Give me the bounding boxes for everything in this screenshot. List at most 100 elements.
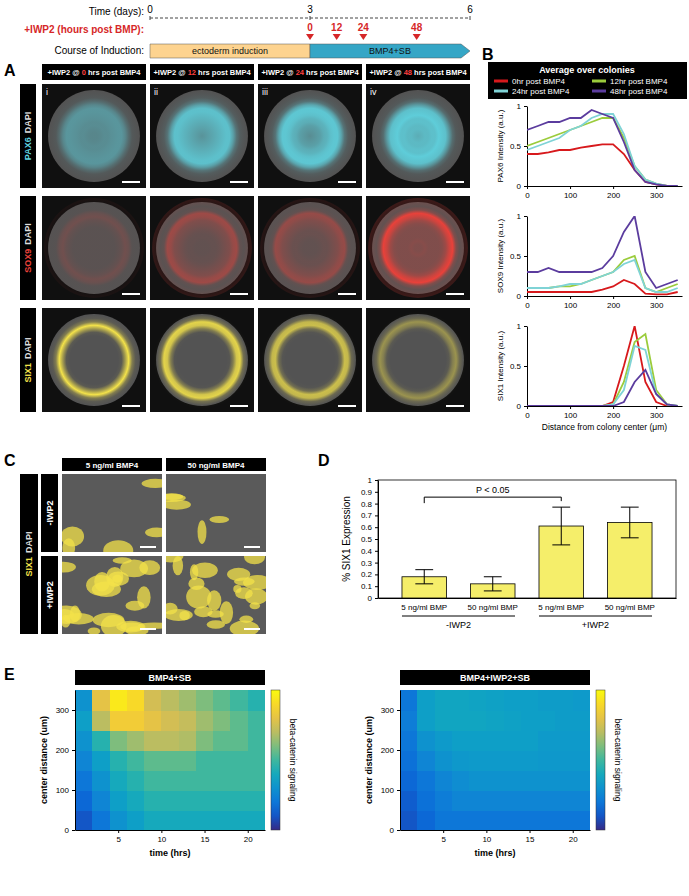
heatmap-cell [435,810,453,830]
y-tick-label: 0.5 [510,362,522,371]
marker-stain [152,198,252,298]
heatmap-cell [127,750,145,771]
y-tick-mark [397,790,400,791]
y-tick: 0.6 [361,523,378,532]
title-bg [75,670,265,685]
heatmap-cell [555,790,573,811]
legend-bg [488,62,687,99]
row-counter: DAPI [24,531,34,553]
legend-swatch [592,90,606,93]
heatmap-cell [417,790,435,811]
annotation: P < 0.05 [476,485,510,495]
heatmap-cell [469,690,487,711]
panel-letter: A [4,62,16,79]
y-axis: 0100200300 [381,691,401,836]
y-tick: 0.8 [361,500,378,509]
heatmap-cell [573,750,590,771]
column-header: +IWP2 @ 48 hrs post BMP4 [369,68,467,77]
micrograph [166,556,266,634]
heatmap-cell [92,810,110,830]
heatmap-cell [144,690,162,711]
significance-bracket [424,497,561,503]
image-numeral: iv [370,87,377,97]
y-axis-line [75,691,76,831]
phase-label: BMP4+SB [369,46,411,56]
legend-swatch [592,80,606,83]
x-tick-mark [443,830,444,833]
row-marker: SIX1 [23,363,33,383]
heatmap-cell [75,750,93,771]
phase-bar [310,44,470,58]
stain-patch [250,602,261,609]
y-tick-mark [72,710,75,711]
series-line [527,144,678,186]
y-tick-mark [397,830,400,831]
heatmap-cell [196,690,214,711]
x-tick-label: 300 [650,191,664,200]
y-tick-label: 200 [56,746,70,755]
y-tick-mark [72,750,75,751]
heatmap-cell [75,690,93,711]
heatmap-cell [75,790,93,811]
y-tick: 0 [368,594,378,603]
scale-bar [338,405,356,407]
y-tick: 100 [381,786,400,795]
heatmap-cell [110,790,128,811]
heatmap-cell [248,770,265,791]
heatmap-cell [521,690,539,711]
row-label: -IWP2 [45,500,55,525]
heatmap-cell [573,710,590,731]
heatmap-cell [248,750,265,771]
x-tick-mark [248,830,249,833]
y-axis-line [527,327,528,407]
heatmap-cell [417,770,435,791]
x-tick-mark [656,296,657,299]
x-tick-label: 15 [526,835,535,844]
y-tick: 300 [381,706,400,715]
column-header-bg [42,64,146,80]
heatmap-cell [573,790,590,811]
row-counter: DAPI [23,112,33,134]
phase-label: ectoderm induction [192,46,268,56]
scale-bar [244,628,260,630]
heatmap-cell [196,750,214,771]
marker-stain [44,86,144,186]
heatmap-cell [486,810,504,830]
heatmap-cell [127,810,145,830]
stain-patch [207,620,225,629]
x-tick-label: 200 [607,301,621,310]
heatmap-cell [452,810,470,830]
iwp2-marker [333,34,341,40]
x-tick-mark [205,830,206,833]
heatmap-cell [110,730,128,751]
stain-patch [166,494,186,502]
heatmap-cell [555,750,573,771]
heatmap-cell [110,770,128,791]
x-tick: 200 [607,296,621,310]
y-tick-mark [375,586,378,587]
heatmap-cell [92,690,110,711]
x-axis: 5101520 [401,830,591,844]
y-axis-title: SOX9 Intensity (a.u.) [496,219,505,294]
heatmap-cell [144,790,162,811]
row-label-bg [41,474,58,552]
column-header: 50 ng/ml BMP4 [188,461,245,470]
marker-stain [260,86,360,186]
heatmap-cell [435,710,453,731]
y-tick-label: 1 [517,102,522,111]
heatmap-cell [538,710,556,731]
group-label: -IWP2 [446,620,471,630]
heatmap-cell [196,710,214,731]
y-tick-mark [375,480,378,481]
y-tick-label: 1 [517,322,522,331]
x-tick: 50 ng/ml BMP [605,598,655,612]
image-numeral: iii [262,87,268,97]
heatmap-cell [127,730,145,751]
heatmap-cell [435,750,453,771]
micrograph [62,474,162,552]
series-line [527,334,678,406]
y-tick: 0 [517,182,527,191]
y-axis: 00.51 [510,102,528,191]
iwp2-hour: 0 [307,22,313,33]
y-tick-mark [524,406,527,407]
